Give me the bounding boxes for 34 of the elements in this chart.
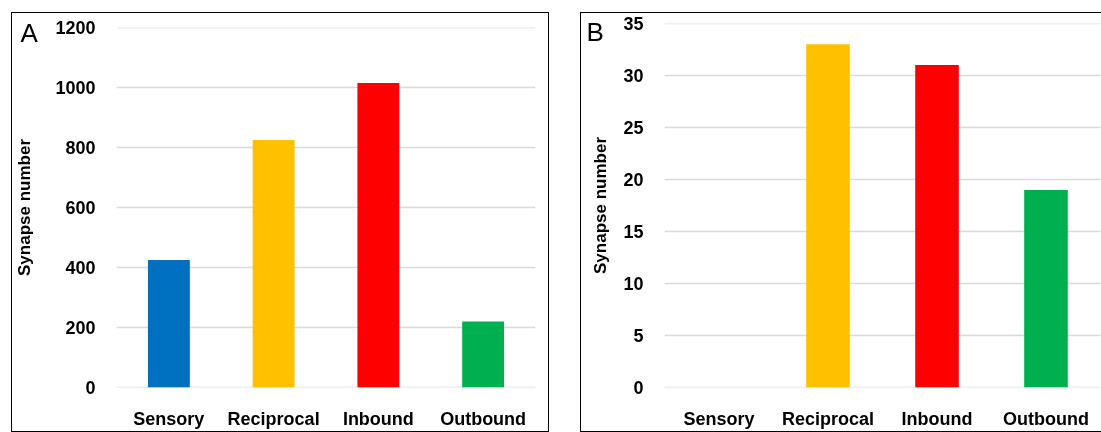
x-tick-label: Inbound (901, 408, 973, 429)
bar (357, 83, 400, 388)
y-tick-label: 1200 (55, 18, 96, 38)
bar (252, 140, 295, 388)
x-tick-label: Sensory (133, 408, 205, 429)
chart-title: A (20, 18, 39, 48)
y-tick-label: 25 (623, 118, 644, 138)
bar (806, 44, 850, 388)
y-tick-label: 15 (623, 222, 644, 242)
y-axis-title: Synapse number (15, 138, 35, 276)
y-tick-label: 30 (623, 66, 644, 86)
y-tick-label: 0 (85, 378, 96, 398)
x-tick-label: Inbound (342, 408, 414, 429)
x-tick-label: Outbound (1003, 408, 1089, 429)
x-tick-label: Outbound (440, 408, 527, 429)
y-tick-label: 5 (633, 326, 644, 346)
bar (147, 260, 190, 388)
x-tick-label: Reciprocal (227, 408, 320, 429)
y-tick-label: 0 (633, 378, 644, 398)
y-tick-label: 10 (623, 274, 644, 294)
y-tick-label: 35 (623, 14, 644, 34)
y-tick-label: 400 (65, 258, 96, 278)
bar (462, 321, 505, 388)
x-tick-label: Reciprocal (781, 408, 875, 429)
y-tick-label: 1000 (55, 78, 96, 98)
y-tick-label: 200 (65, 318, 96, 338)
y-tick-label: 20 (623, 170, 644, 190)
y-tick-label: 600 (65, 198, 96, 218)
bar (915, 65, 959, 388)
chart-title: B (586, 17, 604, 47)
y-tick-label: 800 (65, 138, 96, 158)
y-axis-title: Synapse number (591, 136, 611, 274)
x-tick-label: Sensory (683, 408, 755, 429)
bar (1024, 189, 1068, 388)
